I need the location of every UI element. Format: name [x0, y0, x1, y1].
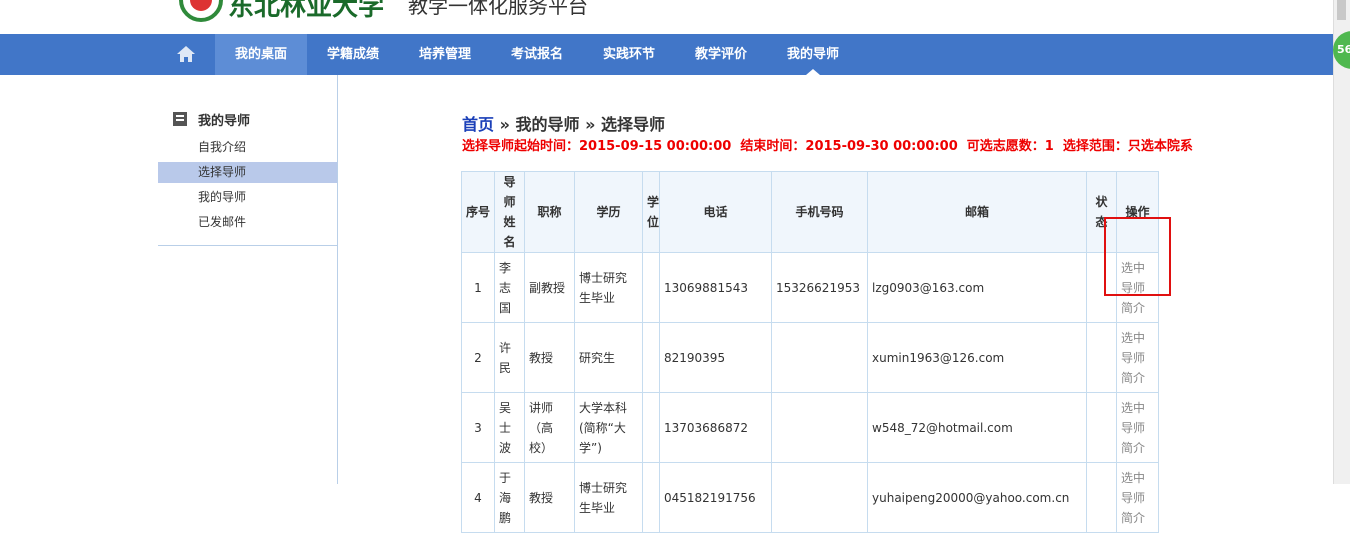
column-header: 序号	[461, 171, 495, 253]
table-cell: yuhaipeng20000@yahoo.com.cn	[867, 462, 1087, 533]
table-cell: 许民	[494, 322, 525, 393]
table-row: 2 许民 教授 研究生 82190395 xumin1963@126.com 选中导师简介	[461, 322, 1159, 393]
action-link[interactable]: 导师简介	[1121, 350, 1146, 385]
breadcrumb: 首页 » 我的导师 » 选择导师	[462, 111, 665, 135]
table-cell: 于海鹏	[494, 462, 525, 533]
platform-name: 教学一体化服务平台	[408, 0, 588, 18]
notice: 选择导师起始时间：2015-09-15 00:00:00 结束时间：2015-0…	[462, 139, 1193, 154]
nav-item[interactable]: 考试报名	[510, 47, 563, 62]
table-row: 3 吴士波 讲师（高校） 大学本科(简称“大学”) 13703686872 w548_72…	[461, 392, 1159, 463]
table-cell: 吴士波	[494, 392, 525, 463]
table-cell: 讲师（高校）	[524, 392, 575, 463]
badge[interactable]: 56	[1333, 31, 1350, 69]
table-cell: 82190395	[659, 322, 772, 393]
nav-item[interactable]: 教学评价	[694, 47, 747, 62]
table-cell: 15326621953	[771, 252, 868, 323]
column-header: 学位	[642, 171, 660, 253]
table-cell: 博士研究生毕业	[574, 462, 643, 533]
action-link[interactable]: 导师简介	[1121, 420, 1146, 455]
sidebar-item[interactable]: 已发邮件	[198, 215, 247, 229]
table-cell: 3	[461, 392, 495, 463]
table-cell: xumin1963@126.com	[867, 322, 1087, 393]
table-cell	[1086, 392, 1117, 463]
breadcrumb-path: » 我的导师 » 选择导师	[499, 115, 665, 134]
column-header: 职称	[524, 171, 575, 253]
action-cell: 选中导师简介	[1116, 322, 1159, 393]
table-cell	[771, 392, 868, 463]
breadcrumb-home[interactable]: 首页	[462, 115, 495, 134]
active-arrow	[806, 69, 820, 75]
divider	[337, 75, 338, 484]
sidebar-item[interactable]: 自我介绍	[198, 140, 247, 154]
action-link[interactable]: 选中	[1121, 400, 1146, 415]
action-link[interactable]: 导师简介	[1121, 490, 1146, 525]
nav-item[interactable]: 学籍成绩	[326, 47, 379, 62]
table-cell	[642, 322, 660, 393]
scroll-thumb[interactable]	[1337, 0, 1346, 20]
table-cell	[1086, 322, 1117, 393]
table-cell: 博士研究生毕业	[574, 252, 643, 323]
nav-item[interactable]: 我的桌面	[215, 34, 307, 75]
highlight-box	[1104, 217, 1171, 296]
table-cell: 13703686872	[659, 392, 772, 463]
table-cell: 教授	[524, 322, 575, 393]
table-cell	[642, 252, 660, 323]
nav-bar: 我的桌面 学籍成绩 培养管理 考试报名 实践环节 教学评价 我的导师	[0, 34, 1333, 75]
nav-item[interactable]: 实践环节	[602, 47, 655, 62]
table-cell: 4	[461, 462, 495, 533]
table-wrap: 序号 导师姓名 职称 学历 学位 电话 手机号码 邮箱 状态 操作 1 李志国 副教授 博士研究生毕业 13…	[461, 171, 1159, 533]
action-link[interactable]: 导师简介	[1121, 280, 1146, 315]
table-cell	[1086, 462, 1117, 533]
logo	[179, 0, 223, 22]
nav-item[interactable]: 培养管理	[418, 47, 471, 62]
table-cell: 研究生	[574, 322, 643, 393]
table-cell	[642, 462, 660, 533]
table-cell: 2	[461, 322, 495, 393]
action-link[interactable]: 选中	[1121, 330, 1146, 345]
column-header: 电话	[659, 171, 772, 253]
table-cell: 李志国	[494, 252, 525, 323]
column-header: 邮箱	[867, 171, 1087, 253]
home-icon[interactable]	[176, 45, 196, 63]
sidebar-title: 我的导师	[198, 114, 251, 129]
school-name: 东北林业大学	[228, 0, 385, 22]
header: 东北林业大学 教学一体化服务平台	[0, 0, 1333, 34]
scrollbar[interactable]	[1333, 0, 1350, 484]
column-header: 操作	[1116, 171, 1159, 253]
column-header: 学历	[574, 171, 643, 253]
action-cell: 选中导师简介	[1116, 462, 1159, 533]
table-cell: 副教授	[524, 252, 575, 323]
action-cell: 选中导师简介	[1116, 392, 1159, 463]
column-header: 导师姓名	[494, 171, 525, 253]
table-cell: 1	[461, 252, 495, 323]
table-row: 1 李志国 副教授 博士研究生毕业 13069881543 15326621953 lzg0…	[461, 252, 1159, 323]
table-cell: 045182191756	[659, 462, 772, 533]
sidebar-rule	[158, 245, 337, 246]
action-link[interactable]: 选中	[1121, 260, 1146, 275]
table-cell: lzg0903@163.com	[867, 252, 1087, 323]
sidebar-icon	[173, 112, 187, 126]
table-cell: 大学本科(简称“大学”)	[574, 392, 643, 463]
table-cell	[642, 392, 660, 463]
action-link[interactable]: 选中	[1121, 470, 1146, 485]
nav-item[interactable]: 我的导师	[786, 47, 839, 62]
sidebar-item[interactable]: 我的导师	[198, 190, 247, 204]
tutor-table: 序号 导师姓名 职称 学历 学位 电话 手机号码 邮箱 状态 操作 1 李志国 副教授 博士研究生毕业 13…	[461, 171, 1159, 533]
table-cell	[771, 322, 868, 393]
table-cell: 教授	[524, 462, 575, 533]
action-cell: 选中导师简介	[1116, 252, 1159, 323]
table-cell: 13069881543	[659, 252, 772, 323]
sidebar-item[interactable]: 选择导师	[158, 162, 337, 183]
table-cell	[771, 462, 868, 533]
table-row: 4 于海鹏 教授 博士研究生毕业 045182191756 yuhaipeng20000@…	[461, 462, 1159, 533]
table-cell: w548_72@hotmail.com	[867, 392, 1087, 463]
column-header: 手机号码	[771, 171, 868, 253]
